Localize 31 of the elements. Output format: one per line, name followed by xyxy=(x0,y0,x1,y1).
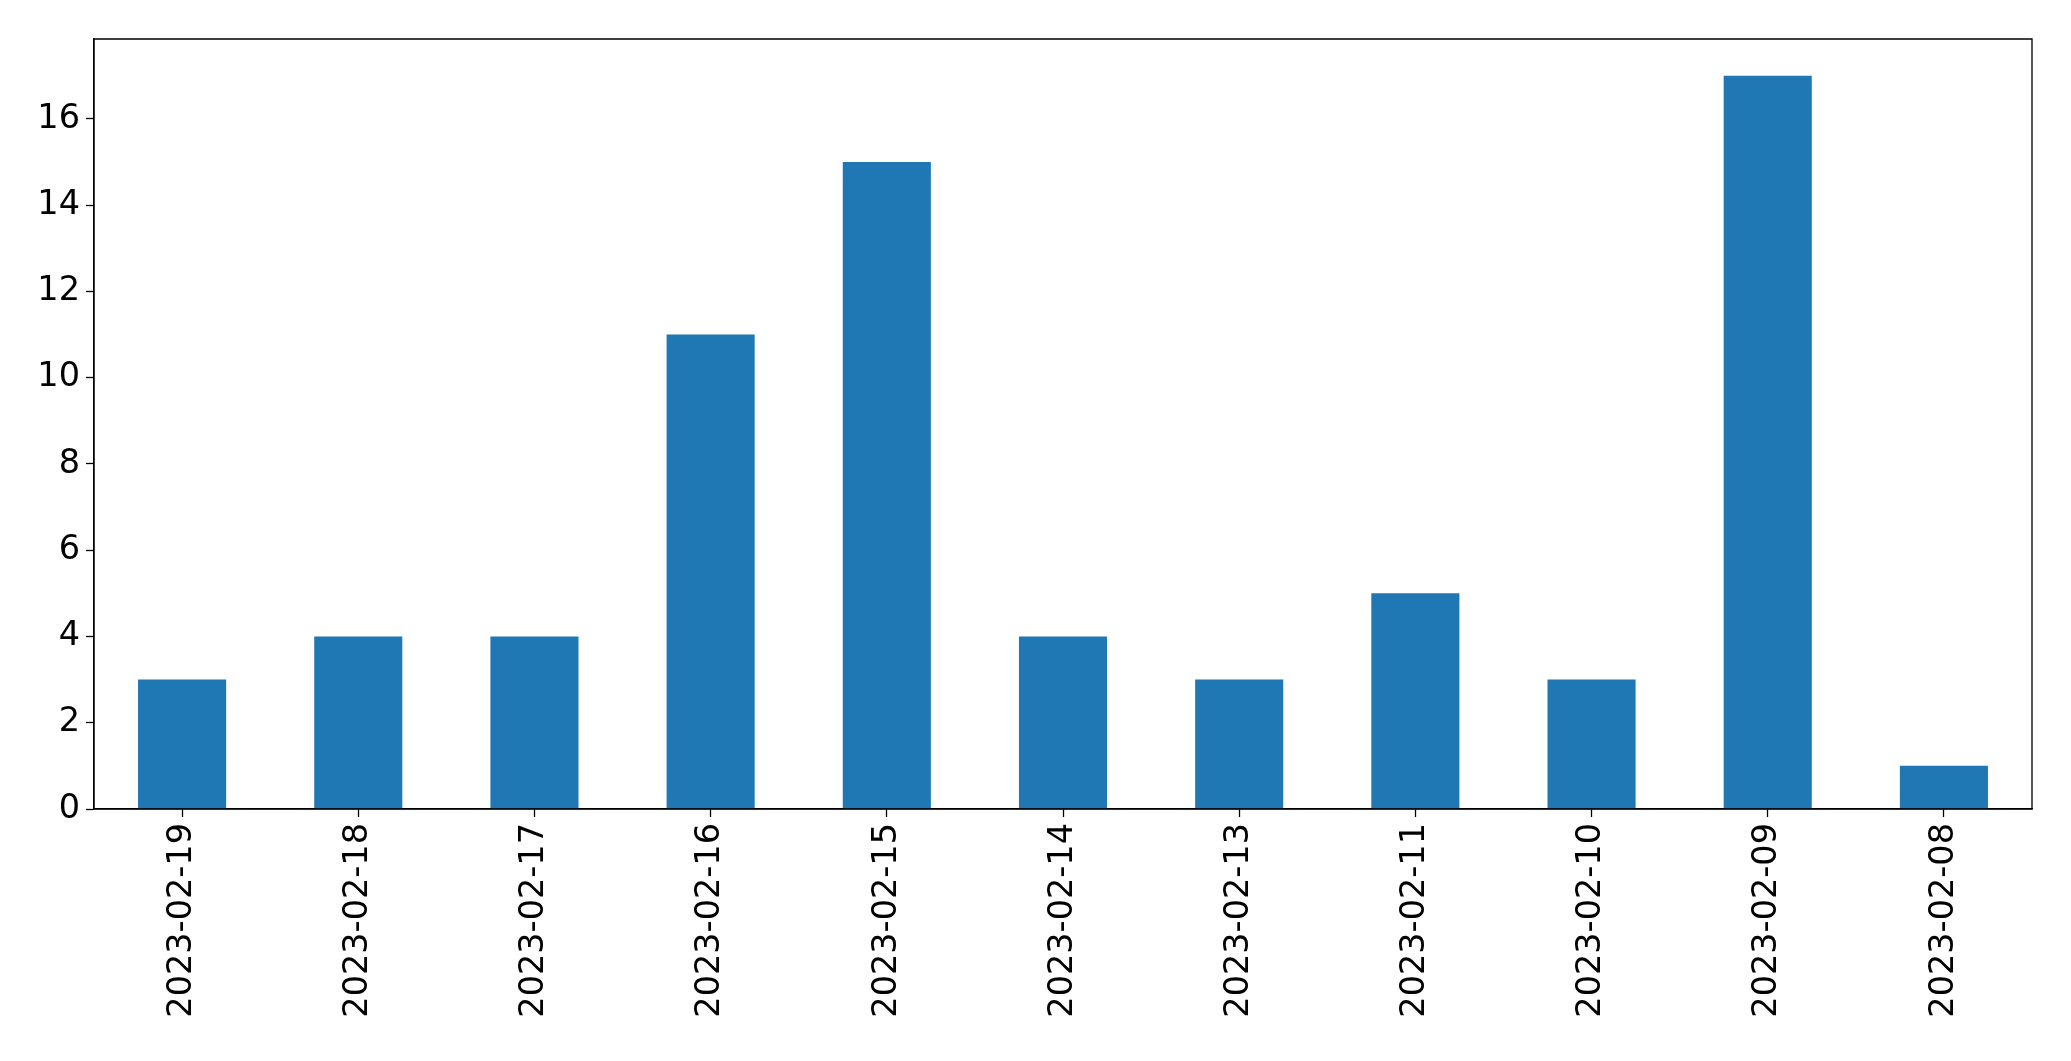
x-tick-label: 2023-02-14 xyxy=(1040,823,1080,1018)
y-tick-label: 2 xyxy=(58,700,80,740)
x-tick-label: 2023-02-13 xyxy=(1216,823,1256,1018)
x-tick-label: 2023-02-15 xyxy=(864,823,904,1018)
y-tick-label: 14 xyxy=(37,182,80,222)
y-tick-label: 16 xyxy=(37,96,80,136)
bar xyxy=(314,636,403,809)
y-tick-label: 0 xyxy=(58,786,80,826)
y-tick-label: 6 xyxy=(58,527,80,567)
bar xyxy=(1547,679,1636,809)
x-tick-label: 2023-02-17 xyxy=(512,823,552,1018)
y-tick-label: 4 xyxy=(58,614,80,654)
y-tick-label: 12 xyxy=(37,269,80,309)
y-tick-label: 10 xyxy=(37,355,80,395)
bar xyxy=(490,636,579,809)
bar xyxy=(138,679,227,809)
x-tick-label: 2023-02-08 xyxy=(1921,823,1961,1018)
y-tick-label: 8 xyxy=(58,441,80,481)
bar xyxy=(1899,765,1988,809)
bar xyxy=(1195,679,1284,809)
bar xyxy=(1723,75,1812,809)
bar xyxy=(842,161,931,809)
x-tick-label: 2023-02-19 xyxy=(159,823,199,1018)
x-tick-label: 2023-02-16 xyxy=(688,823,728,1018)
bar xyxy=(1371,593,1460,809)
x-tick-label: 2023-02-10 xyxy=(1569,823,1609,1018)
bar xyxy=(666,334,755,809)
x-tick-label: 2023-02-09 xyxy=(1745,823,1785,1018)
x-tick-label: 2023-02-18 xyxy=(335,823,375,1018)
bar xyxy=(1018,636,1108,809)
x-tick-label: 2023-02-11 xyxy=(1393,823,1433,1018)
